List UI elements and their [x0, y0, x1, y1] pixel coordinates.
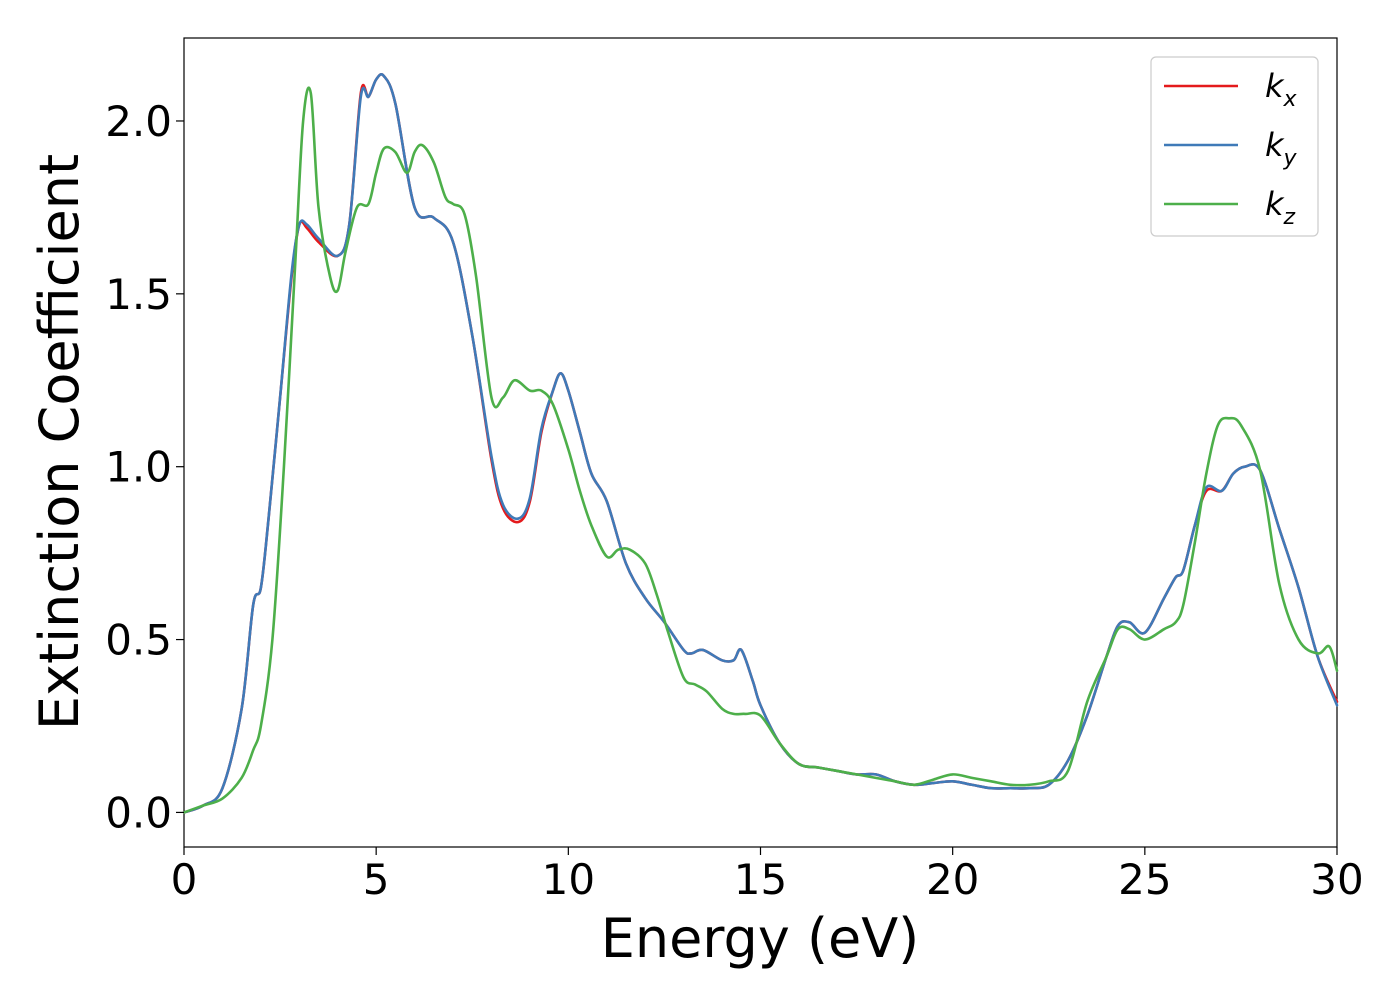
legend-frame [1150, 56, 1319, 237]
legend-label-base: k [1265, 126, 1285, 164]
legend-label-subscript: x [1283, 87, 1298, 112]
y-tick-label: 2.0 [105, 97, 172, 146]
legend-label-subscript: y [1283, 146, 1298, 171]
x-tick-label: 20 [926, 855, 979, 904]
y-tick-label: 0.5 [105, 616, 172, 665]
series-line-kz [182, 86, 1339, 814]
x-tick-label: 5 [363, 855, 390, 904]
x-tick-label: 10 [542, 855, 595, 904]
x-axis-title: Energy (eV) [601, 907, 920, 970]
series-layer [182, 73, 1339, 814]
legend-label-base: k [1265, 67, 1285, 105]
y-tick-label: 1.5 [105, 270, 172, 319]
y-tick-label: 1.0 [105, 443, 172, 492]
x-tick-label: 0 [171, 855, 198, 904]
x-axis-ticks: 0 5 10 15 20 25 30 [171, 847, 1364, 904]
x-tick-label: 15 [734, 855, 787, 904]
x-tick-label: 25 [1118, 855, 1171, 904]
y-axis-title: Extinction Coefficient [28, 154, 91, 730]
legend-label-subscript: z [1283, 205, 1296, 230]
x-tick-label: 30 [1310, 855, 1363, 904]
legend-label-ky: ky [1265, 126, 1298, 171]
legend-label-kz: kz [1265, 185, 1296, 230]
series-line-ky [182, 73, 1339, 814]
y-tick-label: 0.0 [105, 788, 172, 837]
y-axis-ticks: 0.0 0.5 1.0 1.5 2.0 [105, 97, 184, 837]
legend-label-base: k [1265, 185, 1285, 223]
legend-label-kx: kx [1265, 67, 1298, 112]
